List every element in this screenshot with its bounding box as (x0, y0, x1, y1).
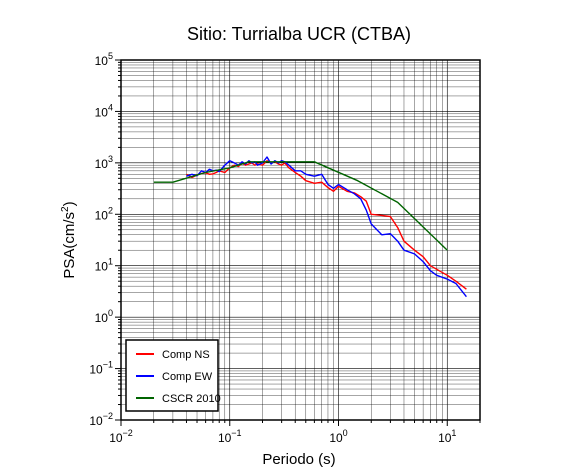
y-tick-label: 102 (95, 205, 113, 222)
x-tick-label: 101 (438, 428, 456, 445)
series-line-1 (186, 159, 467, 290)
x-tick-label: 100 (329, 428, 347, 445)
plot-frame (120, 59, 481, 421)
legend-label: Comp EW (162, 371, 213, 383)
legend: Comp NS Comp EW CSCR 2010 (125, 339, 221, 412)
x-tick-label: 10−2 (109, 428, 133, 445)
y-tick-label: 10−1 (89, 360, 113, 377)
chart-title: Sitio: Turrialba UCR (CTBA) (187, 24, 411, 44)
legend-label: CSCR 2010 (162, 393, 221, 405)
y-tick-label: 10−2 (89, 411, 113, 428)
series-layer (153, 156, 467, 298)
x-axis-label: Periodo (s) (262, 451, 335, 468)
y-tick-label: 104 (95, 102, 113, 119)
y-tick-label: 101 (95, 257, 113, 274)
legend-label: Comp NS (162, 349, 210, 361)
x-tick-labels: 10−2 10−1 100 101 (109, 428, 456, 445)
y-axis-label: PSA(cm/s2) (60, 201, 78, 278)
y-tick-label: 105 (95, 51, 113, 68)
y-tick-label: 103 (95, 154, 113, 171)
axis-ticks (115, 59, 481, 426)
x-tick-label: 10−1 (218, 428, 242, 445)
series-line-3 (153, 161, 448, 251)
y-tick-labels: 10−2 10−1 100 101 102 103 104 105 (89, 51, 113, 428)
y-tick-label: 100 (95, 308, 113, 325)
